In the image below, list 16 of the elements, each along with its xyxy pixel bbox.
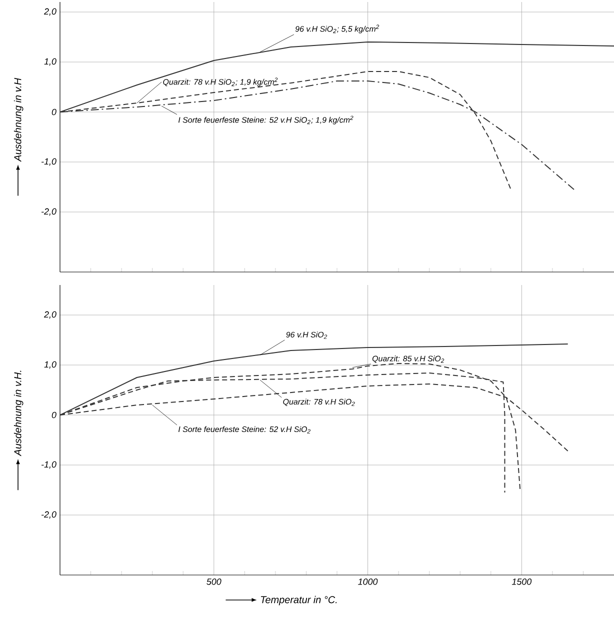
y-tick-label: -2,0 [41, 208, 56, 216]
x-tick-label: 1500 [512, 578, 532, 585]
x-tick-label: 1000 [358, 578, 378, 585]
y-tick-label: 2,0 [44, 311, 56, 319]
y-axis-title: Ausdehnung in v.H. [14, 370, 24, 456]
y-tick-label: -1,0 [41, 461, 56, 469]
y-tick-label: 1,0 [44, 361, 56, 369]
y-tick-label: 1,0 [44, 58, 56, 66]
y-tick-label: 2,0 [44, 8, 56, 16]
x-tick-label: 500 [206, 578, 222, 585]
y-tick-label: 0 [52, 412, 56, 418]
x-axis-title: Temperatur in °C. [260, 596, 337, 606]
y-tick-label: -1,0 [41, 158, 56, 166]
y-axis-title: Ausdehnung in v.H [14, 78, 24, 162]
y-tick-label: 0 [52, 108, 56, 116]
y-tick-label: -2,0 [41, 511, 56, 519]
